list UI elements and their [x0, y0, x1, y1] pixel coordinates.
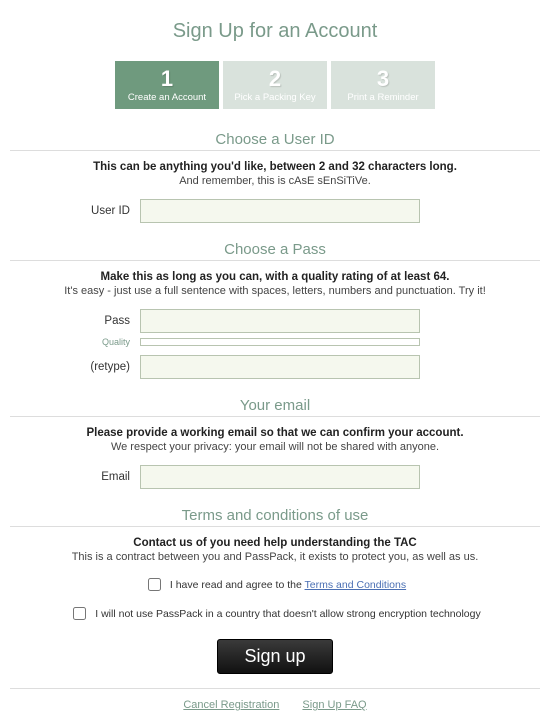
quality-meter: [140, 338, 420, 346]
step-2: 2 Pick a Packing Key: [223, 61, 327, 109]
email-label: Email: [10, 471, 140, 483]
section-title-pass: Choose a Pass: [10, 241, 540, 258]
section-title-email: Your email: [10, 397, 540, 414]
step-2-number: 2: [269, 68, 281, 90]
pass-hint-bold: Make this as long as you can, with a qua…: [10, 271, 540, 283]
step-3: 3 Print a Reminder: [331, 61, 435, 109]
userid-input[interactable]: [140, 199, 420, 223]
userid-hint-sub: And remember, this is cAsE sEnSiTiVe.: [10, 175, 540, 187]
encryption-checkbox[interactable]: [73, 607, 86, 620]
quality-label: Quality: [10, 337, 140, 347]
divider: [10, 416, 540, 417]
step-1: 1 Create an Account: [115, 61, 219, 109]
signup-faq-link[interactable]: Sign Up FAQ: [302, 699, 366, 711]
section-title-tac: Terms and conditions of use: [10, 507, 540, 524]
divider: [10, 688, 540, 689]
pass-label: Pass: [10, 315, 140, 327]
step-2-label: Pick a Packing Key: [234, 92, 315, 103]
pass-hint-sub: It's easy - just use a full sentence wit…: [10, 285, 540, 297]
agree-prefix: I have read and agree to the: [170, 579, 305, 591]
encryption-text: I will not use PassPack in a country tha…: [95, 608, 480, 620]
tac-hint-bold: Contact us of you need help understandin…: [10, 537, 540, 549]
pass-input[interactable]: [140, 309, 420, 333]
divider: [10, 150, 540, 151]
step-1-label: Create an Account: [128, 92, 206, 103]
agree-text: I have read and agree to the Terms and C…: [170, 579, 406, 591]
pass-retype-input[interactable]: [140, 355, 420, 379]
divider: [10, 526, 540, 527]
step-3-label: Print a Reminder: [347, 92, 418, 103]
email-input[interactable]: [140, 465, 420, 489]
userid-label: User ID: [10, 205, 140, 217]
tac-hint-sub: This is a contract between you and PassP…: [10, 551, 540, 563]
step-1-number: 1: [161, 68, 173, 90]
section-title-userid: Choose a User ID: [10, 131, 540, 148]
divider: [10, 260, 540, 261]
terms-link[interactable]: Terms and Conditions: [305, 579, 407, 591]
step-3-number: 3: [377, 68, 389, 90]
retype-label: (retype): [10, 361, 140, 373]
email-hint-sub: We respect your privacy: your email will…: [10, 441, 540, 453]
userid-hint-bold: This can be anything you'd like, between…: [10, 161, 540, 173]
page-title: Sign Up for an Account: [10, 20, 540, 43]
cancel-registration-link[interactable]: Cancel Registration: [183, 699, 279, 711]
agree-checkbox[interactable]: [148, 578, 161, 591]
email-hint-bold: Please provide a working email so that w…: [10, 427, 540, 439]
step-indicator: 1 Create an Account 2 Pick a Packing Key…: [10, 61, 540, 109]
signup-button[interactable]: Sign up: [217, 639, 332, 674]
